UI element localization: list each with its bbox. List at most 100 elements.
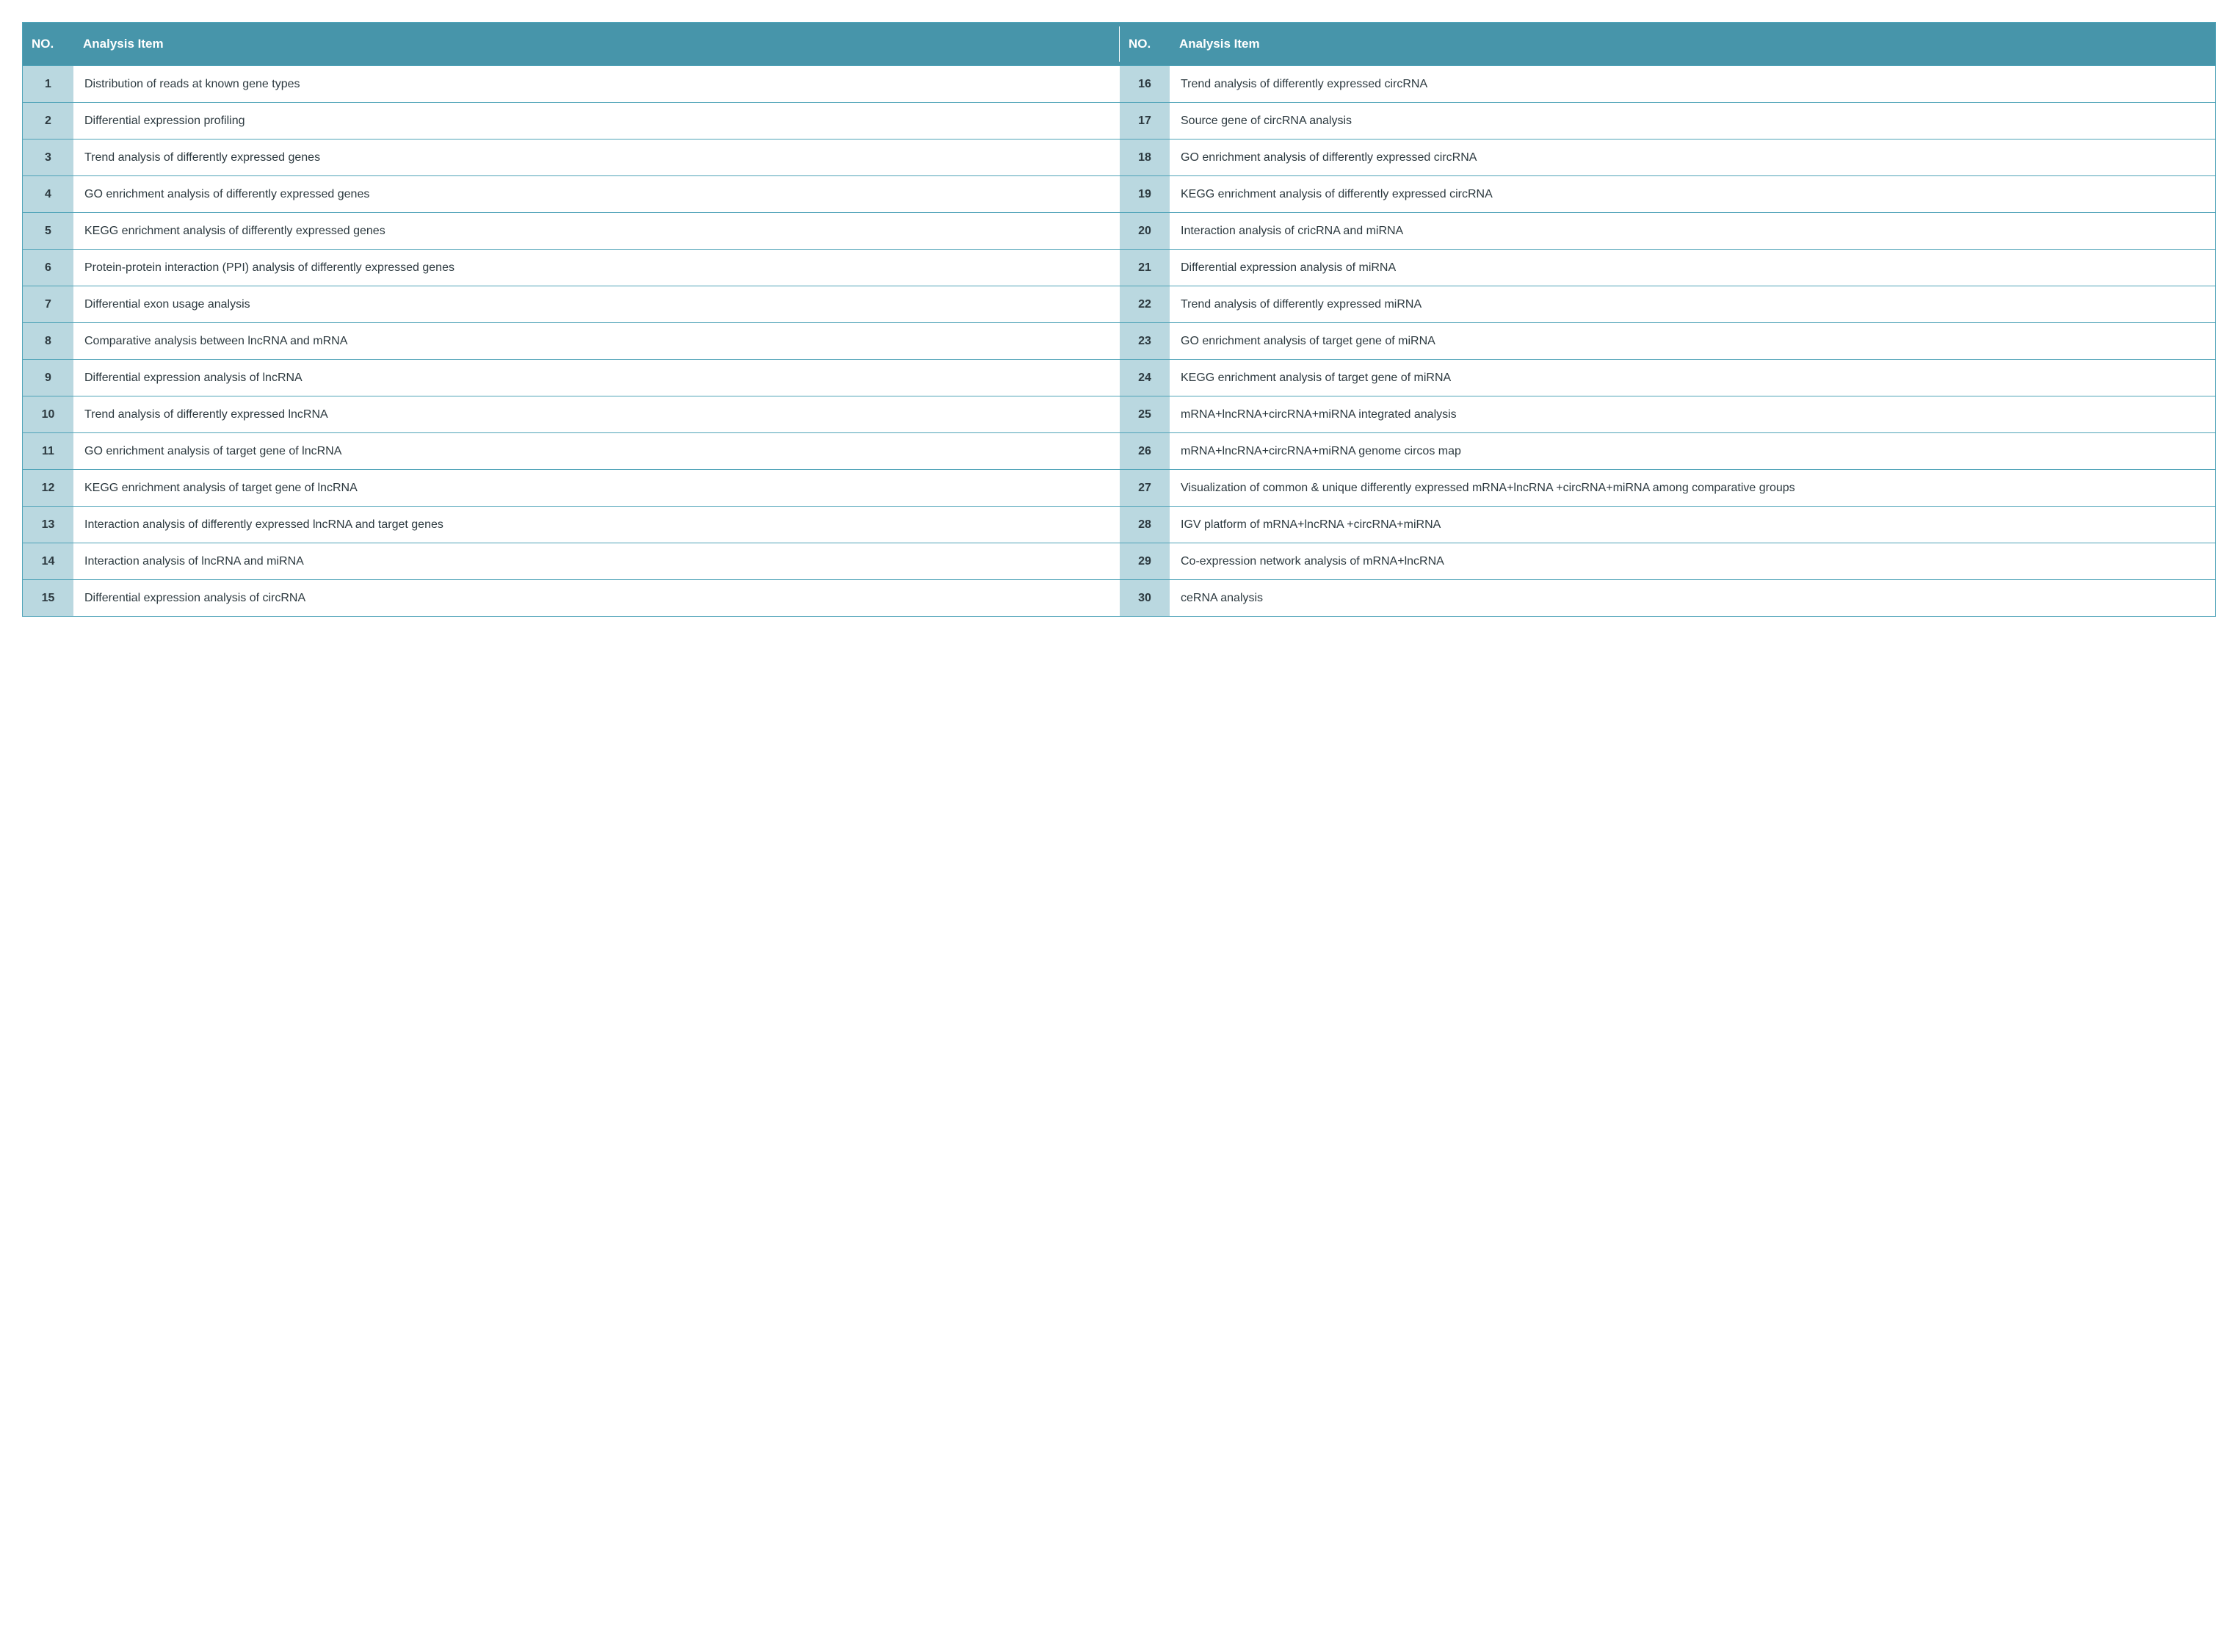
- row-item: ceRNA analysis: [1170, 580, 2215, 616]
- header-row-right: NO. Analysis Item: [1119, 23, 2215, 65]
- row-no: 12: [23, 470, 74, 506]
- row-no: 23: [1119, 323, 1170, 359]
- table-row: 2Differential expression profiling: [23, 102, 1119, 139]
- row-item: Trend analysis of differently expressed …: [1170, 286, 2215, 322]
- table-row: 1Distribution of reads at known gene typ…: [23, 65, 1119, 102]
- row-no: 20: [1119, 213, 1170, 249]
- row-no: 26: [1119, 433, 1170, 469]
- row-item: IGV platform of mRNA+lncRNA +circRNA+miR…: [1170, 507, 2215, 543]
- row-item: KEGG enrichment analysis of differently …: [1170, 176, 2215, 212]
- header-no-left: NO.: [23, 26, 74, 62]
- table-row: 10Trend analysis of differently expresse…: [23, 396, 1119, 432]
- row-item: Interaction analysis of differently expr…: [74, 507, 1119, 543]
- row-no: 27: [1119, 470, 1170, 506]
- row-no: 5: [23, 213, 74, 249]
- row-no: 22: [1119, 286, 1170, 322]
- table-row: 22Trend analysis of differently expresse…: [1119, 286, 2215, 322]
- table-row: 15Differential expression analysis of ci…: [23, 579, 1119, 616]
- row-item: GO enrichment analysis of target gene of…: [1170, 323, 2215, 359]
- table-row: 8Comparative analysis between lncRNA and…: [23, 322, 1119, 359]
- row-no: 7: [23, 286, 74, 322]
- row-no: 2: [23, 103, 74, 139]
- table-row: 6Protein-protein interaction (PPI) analy…: [23, 249, 1119, 286]
- row-item: mRNA+lncRNA+circRNA+miRNA integrated ana…: [1170, 396, 2215, 432]
- table-row: 27Visualization of common & unique diffe…: [1119, 469, 2215, 506]
- row-no: 8: [23, 323, 74, 359]
- table-row: 16Trend analysis of differently expresse…: [1119, 65, 2215, 102]
- row-no: 15: [23, 580, 74, 616]
- row-no: 3: [23, 140, 74, 175]
- row-no: 24: [1119, 360, 1170, 396]
- analysis-table: NO. Analysis Item 1Distribution of reads…: [22, 22, 2216, 617]
- row-item: Source gene of circRNA analysis: [1170, 103, 2215, 139]
- row-item: KEGG enrichment analysis of target gene …: [74, 470, 1119, 506]
- left-rows-container: 1Distribution of reads at known gene typ…: [23, 65, 1119, 616]
- table-row: 26mRNA+lncRNA+circRNA+miRNA genome circo…: [1119, 432, 2215, 469]
- table-row: 9Differential expression analysis of lnc…: [23, 359, 1119, 396]
- row-item: Differential expression analysis of miRN…: [1170, 250, 2215, 286]
- table-row: 28IGV platform of mRNA+lncRNA +circRNA+m…: [1119, 506, 2215, 543]
- row-item: mRNA+lncRNA+circRNA+miRNA genome circos …: [1170, 433, 2215, 469]
- row-no: 9: [23, 360, 74, 396]
- row-item: Comparative analysis between lncRNA and …: [74, 323, 1119, 359]
- table-row: 4GO enrichment analysis of differently e…: [23, 175, 1119, 212]
- row-item: Co-expression network analysis of mRNA+l…: [1170, 543, 2215, 579]
- row-item: GO enrichment analysis of differently ex…: [74, 176, 1119, 212]
- row-item: Trend analysis of differently expressed …: [74, 140, 1119, 175]
- left-column: NO. Analysis Item 1Distribution of reads…: [23, 23, 1119, 616]
- table-row: 18GO enrichment analysis of differently …: [1119, 139, 2215, 175]
- row-no: 11: [23, 433, 74, 469]
- row-item: Protein-protein interaction (PPI) analys…: [74, 250, 1119, 286]
- row-item: Interaction analysis of lncRNA and miRNA: [74, 543, 1119, 579]
- table-row: 21Differential expression analysis of mi…: [1119, 249, 2215, 286]
- row-no: 30: [1119, 580, 1170, 616]
- row-no: 21: [1119, 250, 1170, 286]
- row-no: 4: [23, 176, 74, 212]
- table-row: 3Trend analysis of differently expressed…: [23, 139, 1119, 175]
- row-no: 19: [1119, 176, 1170, 212]
- row-no: 13: [23, 507, 74, 543]
- table-row: 30ceRNA analysis: [1119, 579, 2215, 616]
- row-item: Differential expression analysis of circ…: [74, 580, 1119, 616]
- right-rows-container: 16Trend analysis of differently expresse…: [1119, 65, 2215, 616]
- row-item: Differential expression analysis of lncR…: [74, 360, 1119, 396]
- row-item: GO enrichment analysis of target gene of…: [74, 433, 1119, 469]
- row-item: GO enrichment analysis of differently ex…: [1170, 140, 2215, 175]
- row-item: Trend analysis of differently expressed …: [1170, 66, 2215, 102]
- row-item: KEGG enrichment analysis of differently …: [74, 213, 1119, 249]
- right-column: NO. Analysis Item 16Trend analysis of di…: [1119, 23, 2215, 616]
- row-no: 1: [23, 66, 74, 102]
- table-row: 24KEGG enrichment analysis of target gen…: [1119, 359, 2215, 396]
- row-no: 25: [1119, 396, 1170, 432]
- row-no: 16: [1119, 66, 1170, 102]
- row-no: 17: [1119, 103, 1170, 139]
- row-item: Trend analysis of differently expressed …: [74, 396, 1119, 432]
- table-row: 19KEGG enrichment analysis of differentl…: [1119, 175, 2215, 212]
- table-row: 11GO enrichment analysis of target gene …: [23, 432, 1119, 469]
- row-no: 6: [23, 250, 74, 286]
- table-row: 25mRNA+lncRNA+circRNA+miRNA integrated a…: [1119, 396, 2215, 432]
- row-item: Interaction analysis of cricRNA and miRN…: [1170, 213, 2215, 249]
- header-row-left: NO. Analysis Item: [23, 23, 1119, 65]
- row-item: Visualization of common & unique differe…: [1170, 470, 2215, 506]
- row-no: 10: [23, 396, 74, 432]
- row-item: KEGG enrichment analysis of target gene …: [1170, 360, 2215, 396]
- header-item-left: Analysis Item: [74, 26, 1119, 62]
- row-item: Differential expression profiling: [74, 103, 1119, 139]
- row-no: 28: [1119, 507, 1170, 543]
- table-row: 29Co-expression network analysis of mRNA…: [1119, 543, 2215, 579]
- table-row: 14Interaction analysis of lncRNA and miR…: [23, 543, 1119, 579]
- table-row: 5KEGG enrichment analysis of differently…: [23, 212, 1119, 249]
- header-item-right: Analysis Item: [1170, 26, 2215, 62]
- table-row: 23GO enrichment analysis of target gene …: [1119, 322, 2215, 359]
- row-no: 14: [23, 543, 74, 579]
- row-item: Differential exon usage analysis: [74, 286, 1119, 322]
- row-item: Distribution of reads at known gene type…: [74, 66, 1119, 102]
- row-no: 18: [1119, 140, 1170, 175]
- table-row: 7Differential exon usage analysis: [23, 286, 1119, 322]
- row-no: 29: [1119, 543, 1170, 579]
- table-row: 13Interaction analysis of differently ex…: [23, 506, 1119, 543]
- table-row: 17Source gene of circRNA analysis: [1119, 102, 2215, 139]
- table-row: 20Interaction analysis of cricRNA and mi…: [1119, 212, 2215, 249]
- header-no-right: NO.: [1119, 26, 1170, 62]
